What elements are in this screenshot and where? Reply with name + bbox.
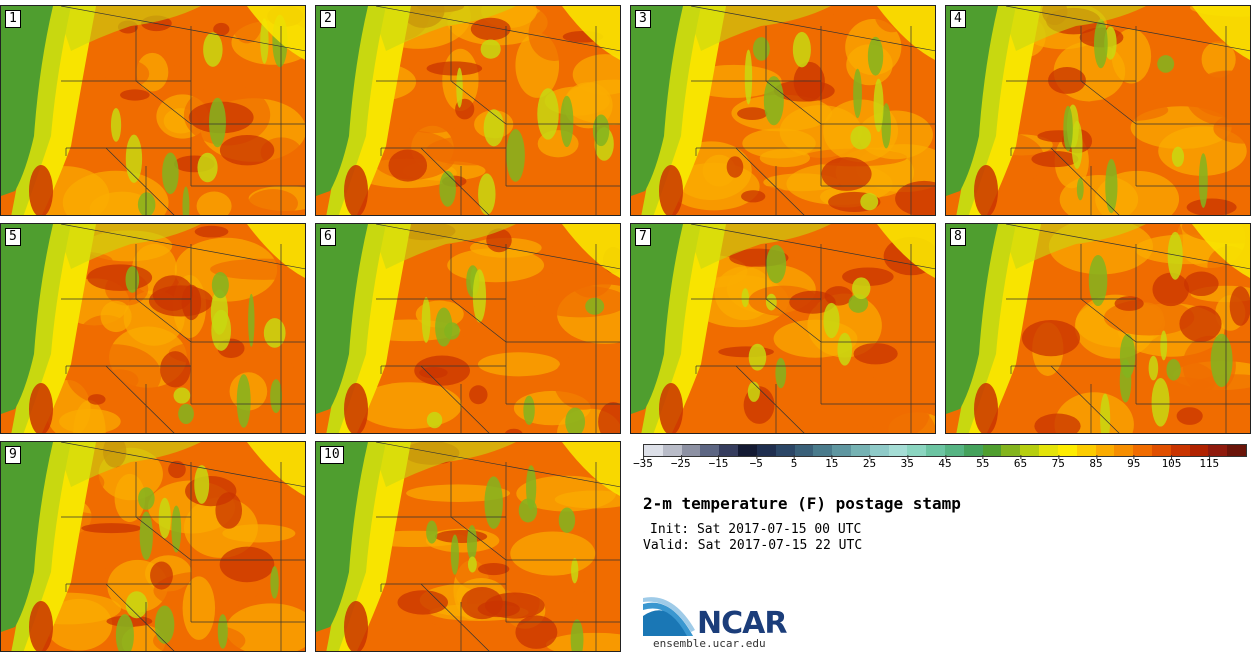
colorbar-swatch: [719, 445, 739, 456]
colorbar-swatch: [850, 445, 870, 456]
panel-number-label: 3: [635, 10, 651, 28]
map-panel-8: 8: [945, 223, 1251, 434]
temperature-colorbar: [643, 444, 1247, 457]
colorbar-swatch: [1020, 445, 1040, 456]
panel-number-label: 6: [320, 228, 336, 246]
colorbar-tick-label: −25: [670, 455, 691, 470]
colorbar-tick-label: 95: [1127, 455, 1141, 470]
colorbar-swatch: [1151, 445, 1171, 456]
colorbar-swatch: [681, 445, 701, 456]
panel-number-label: 7: [635, 228, 651, 246]
colorbar-swatch: [775, 445, 795, 456]
colorbar-swatch: [813, 445, 833, 456]
map-panel-2: 2: [315, 5, 621, 216]
colorbar-tick-label: 115: [1199, 455, 1220, 470]
colorbar-swatch: [1039, 445, 1058, 456]
ncar-logo: [643, 597, 695, 636]
colorbar-swatch: [1076, 445, 1096, 456]
temperature-map: [316, 224, 620, 433]
colorbar-tick-label: 45: [938, 455, 952, 470]
colorbar-swatch: [869, 445, 889, 456]
colorbar-swatch: [738, 445, 757, 456]
colorbar-tick-label: 15: [825, 455, 839, 470]
temperature-map: [316, 6, 620, 215]
init-time: Init: Sat 2017-07-15 00 UTC: [650, 522, 862, 537]
colorbar-tick-label: 105: [1161, 455, 1182, 470]
colorbar-swatch: [700, 445, 720, 456]
logo-text: NCAR: [697, 606, 787, 641]
map-panel-6: 6: [315, 223, 621, 434]
colorbar-tick-label: 65: [1013, 455, 1028, 470]
colorbar-swatch: [756, 445, 776, 456]
map-panel-3: 3: [630, 5, 936, 216]
colorbar-swatch: [644, 445, 663, 456]
colorbar-tick-label: 75: [1051, 455, 1065, 470]
colorbar-tick-label: −15: [708, 455, 729, 470]
colorbar-swatch: [1095, 445, 1115, 456]
map-panel-5: 5: [0, 223, 306, 434]
panel-number-label: 4: [950, 10, 966, 28]
colorbar-tick-label: 35: [900, 455, 914, 470]
colorbar-swatch: [1057, 445, 1077, 456]
valid-time: Valid: Sat 2017-07-15 22 UTC: [643, 538, 863, 553]
temperature-map: [1, 442, 305, 651]
colorbar-swatch: [1189, 445, 1209, 456]
colorbar-tick-label: −35: [633, 455, 653, 470]
colorbar-swatch: [982, 445, 1002, 456]
website-url: ensemble.ucar.edu: [653, 637, 766, 650]
colorbar-swatch: [1227, 445, 1246, 456]
map-panel-1: 1: [0, 5, 306, 216]
chart-title: 2-m temperature (F) postage stamp: [643, 494, 961, 513]
colorbar-tick-label: 5: [790, 455, 798, 470]
colorbar-swatch: [1133, 445, 1152, 456]
panel-number-label: 10: [320, 446, 344, 464]
panel-number-label: 1: [5, 10, 21, 28]
temperature-map: [1, 224, 305, 433]
colorbar-swatch: [1170, 445, 1190, 456]
colorbar-tick-label: 55: [976, 455, 990, 470]
temperature-map: [316, 442, 620, 651]
colorbar-swatch: [926, 445, 945, 456]
colorbar-tick-label: −5: [749, 455, 763, 470]
map-panel-4: 4: [945, 5, 1251, 216]
temperature-map: [946, 224, 1250, 433]
colorbar-tick-label: 25: [862, 455, 877, 470]
colorbar-swatch: [1208, 445, 1228, 456]
temperature-map: [1, 6, 305, 215]
temperature-map: [946, 6, 1250, 215]
colorbar-swatch: [963, 445, 983, 456]
temperature-map: [631, 6, 935, 215]
map-panel-10: 10: [315, 441, 621, 652]
colorbar-swatch: [1114, 445, 1134, 456]
panel-number-label: 9: [5, 446, 21, 464]
panel-number-label: 2: [320, 10, 336, 28]
colorbar-swatch: [662, 445, 682, 456]
colorbar-swatch: [794, 445, 814, 456]
colorbar-swatch: [907, 445, 927, 456]
colorbar-tick-labels: −35 −25 −15 −5 5 15 25 35 45 55 65 75 85 95 105 115: [633, 455, 1247, 477]
colorbar-swatch: [832, 445, 851, 456]
colorbar-tick-label: 85: [1089, 455, 1103, 470]
panel-number-label: 8: [950, 228, 966, 246]
temperature-map: [631, 224, 935, 433]
panel-number-label: 5: [5, 228, 21, 246]
map-panel-7: 7: [630, 223, 936, 434]
colorbar-swatch: [945, 445, 964, 456]
colorbar-swatch: [888, 445, 908, 456]
colorbar-swatch: [1001, 445, 1021, 456]
map-panel-9: 9: [0, 441, 306, 652]
